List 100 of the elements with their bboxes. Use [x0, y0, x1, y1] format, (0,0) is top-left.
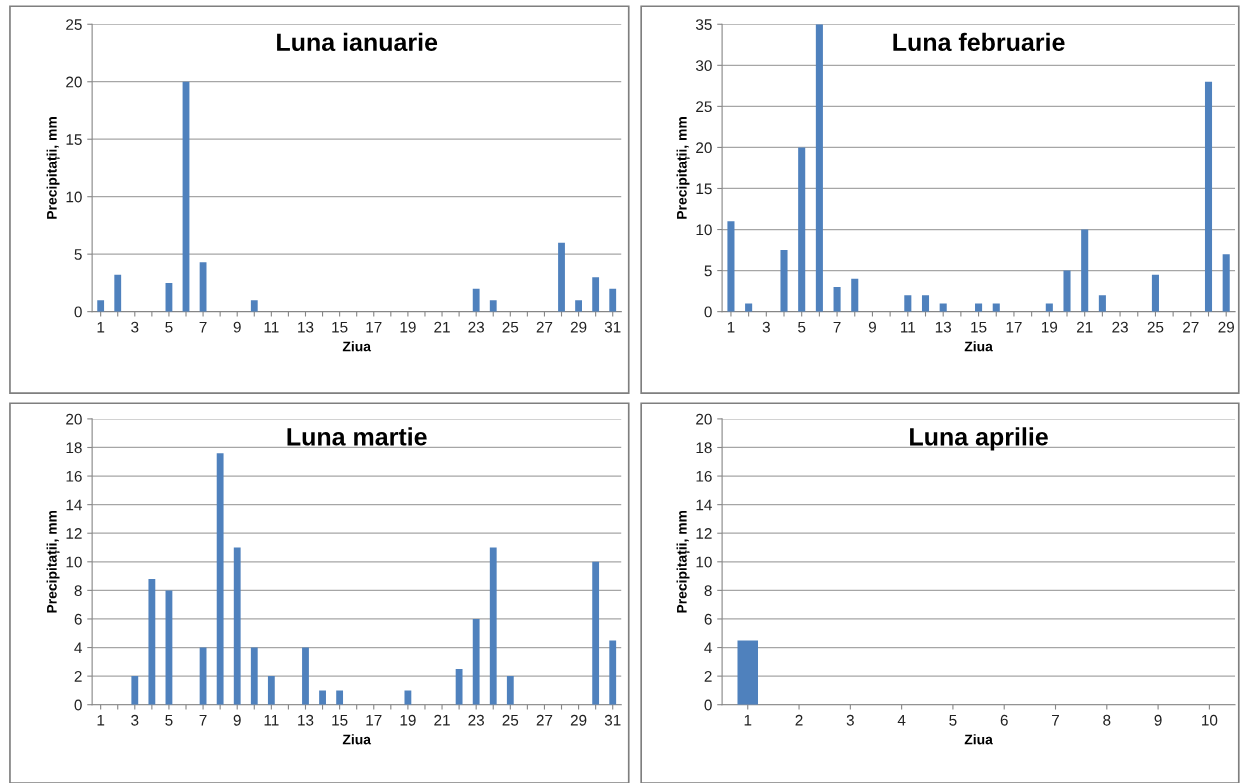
bar [798, 147, 806, 312]
x-tick-label: 25 [502, 714, 519, 726]
chart-title: Luna februarie [893, 32, 1065, 52]
x-tick-label: 5 [798, 321, 806, 333]
bar [1204, 81, 1213, 312]
bar [250, 647, 258, 705]
x-tick-label: 21 [434, 321, 450, 333]
x-tick-label: 3 [762, 321, 770, 333]
x-tick-label: 7 [199, 321, 207, 333]
x-tick-label: 29 [1218, 321, 1234, 333]
bar [939, 303, 947, 312]
x-tick-label: 5 [165, 321, 173, 333]
bar [1222, 254, 1230, 312]
bar [489, 300, 497, 312]
bar [1151, 274, 1159, 312]
y-tick-label: 10 [66, 191, 82, 203]
chart-title: Luna martie [287, 427, 427, 446]
bar [336, 690, 344, 705]
x-tick-label: 29 [570, 714, 587, 726]
bar [472, 288, 480, 312]
y-tick-label: 0 [74, 699, 82, 711]
x-tick-label: 25 [502, 321, 519, 333]
x-tick-label: 15 [971, 321, 987, 333]
x-tick-label: 13 [935, 321, 952, 333]
bar [592, 277, 600, 312]
x-tick-label: 9 [868, 321, 876, 333]
y-tick-label: 2 [74, 670, 82, 682]
x-tick-label: 27 [536, 321, 553, 333]
x-tick-label: 3 [131, 714, 139, 726]
x-tick-label: 3 [846, 714, 854, 726]
bar [851, 278, 859, 312]
x-tick-label: 11 [264, 714, 279, 726]
bar [472, 618, 480, 705]
bar [489, 547, 497, 705]
bar [592, 561, 600, 705]
y-tick-label: 25 [696, 101, 712, 113]
x-tick-label: 21 [1076, 321, 1093, 333]
y-tick-label: 35 [695, 19, 712, 30]
y-tick-label: 8 [74, 585, 82, 597]
bar [233, 547, 241, 705]
y-tick-label: 16 [696, 470, 712, 482]
y-axis-title: Precipitații, mm [46, 510, 60, 613]
y-tick-label: 4 [74, 642, 82, 654]
x-tick-label: 7 [833, 321, 841, 333]
bar [148, 578, 156, 705]
bar [1045, 303, 1053, 312]
bar [1081, 229, 1089, 312]
bar [131, 676, 139, 705]
bar [250, 300, 258, 312]
y-tick-label: 0 [704, 699, 712, 711]
x-tick-label: 6 [1000, 714, 1008, 726]
y-tick-label: 5 [74, 249, 82, 260]
y-tick-label: 30 [695, 60, 712, 72]
bar [558, 242, 565, 312]
bar [575, 300, 582, 312]
x-tick-label: 8 [1103, 714, 1111, 726]
x-tick-label: 7 [199, 714, 207, 726]
x-tick-label: 19 [400, 321, 416, 333]
y-tick-label: 18 [696, 442, 712, 454]
x-axis-title: Ziua [964, 734, 993, 745]
x-tick-label: 23 [1112, 321, 1128, 333]
x-axis-title: Ziua [342, 341, 372, 352]
x-tick-label: 5 [949, 714, 957, 726]
x-tick-label: 19 [400, 714, 416, 726]
x-tick-label: 3 [131, 321, 139, 333]
x-tick-label: 25 [1147, 321, 1164, 333]
bar [609, 640, 617, 705]
bar [404, 690, 412, 705]
bar [97, 300, 105, 312]
x-tick-label: 5 [165, 714, 173, 726]
x-tick-label: 13 [298, 321, 314, 333]
bar [455, 668, 463, 705]
x-tick-label: 7 [1052, 714, 1059, 726]
y-axis-title: Precipitații, mm [676, 117, 690, 219]
x-tick-label: 15 [332, 714, 348, 726]
y-tick-label: 16 [66, 470, 82, 482]
x-tick-label: 2 [795, 714, 803, 726]
y-tick-label: 20 [66, 76, 82, 88]
x-tick-label: 1 [97, 321, 105, 333]
y-tick-label: 10 [66, 556, 82, 568]
x-tick-label: 13 [298, 714, 314, 726]
y-tick-label: 12 [696, 528, 712, 539]
bar [975, 303, 983, 312]
x-tick-label: 31 [604, 714, 621, 726]
bar [833, 287, 841, 312]
bar [815, 24, 823, 312]
y-tick-label: 15 [66, 134, 82, 145]
x-tick-label: 1 [727, 321, 735, 333]
bar [921, 295, 930, 312]
bar [114, 274, 122, 312]
x-tick-label: 27 [536, 714, 553, 726]
y-tick-label: 10 [696, 556, 712, 568]
x-tick-label: 17 [366, 321, 382, 333]
y-tick-label: 15 [696, 183, 712, 195]
x-tick-label: 1 [97, 714, 105, 726]
y-tick-label: 14 [66, 499, 82, 511]
x-tick-label: 11 [901, 321, 916, 333]
bar [319, 690, 326, 705]
bar [216, 453, 224, 705]
y-tick-label: 6 [704, 613, 712, 625]
